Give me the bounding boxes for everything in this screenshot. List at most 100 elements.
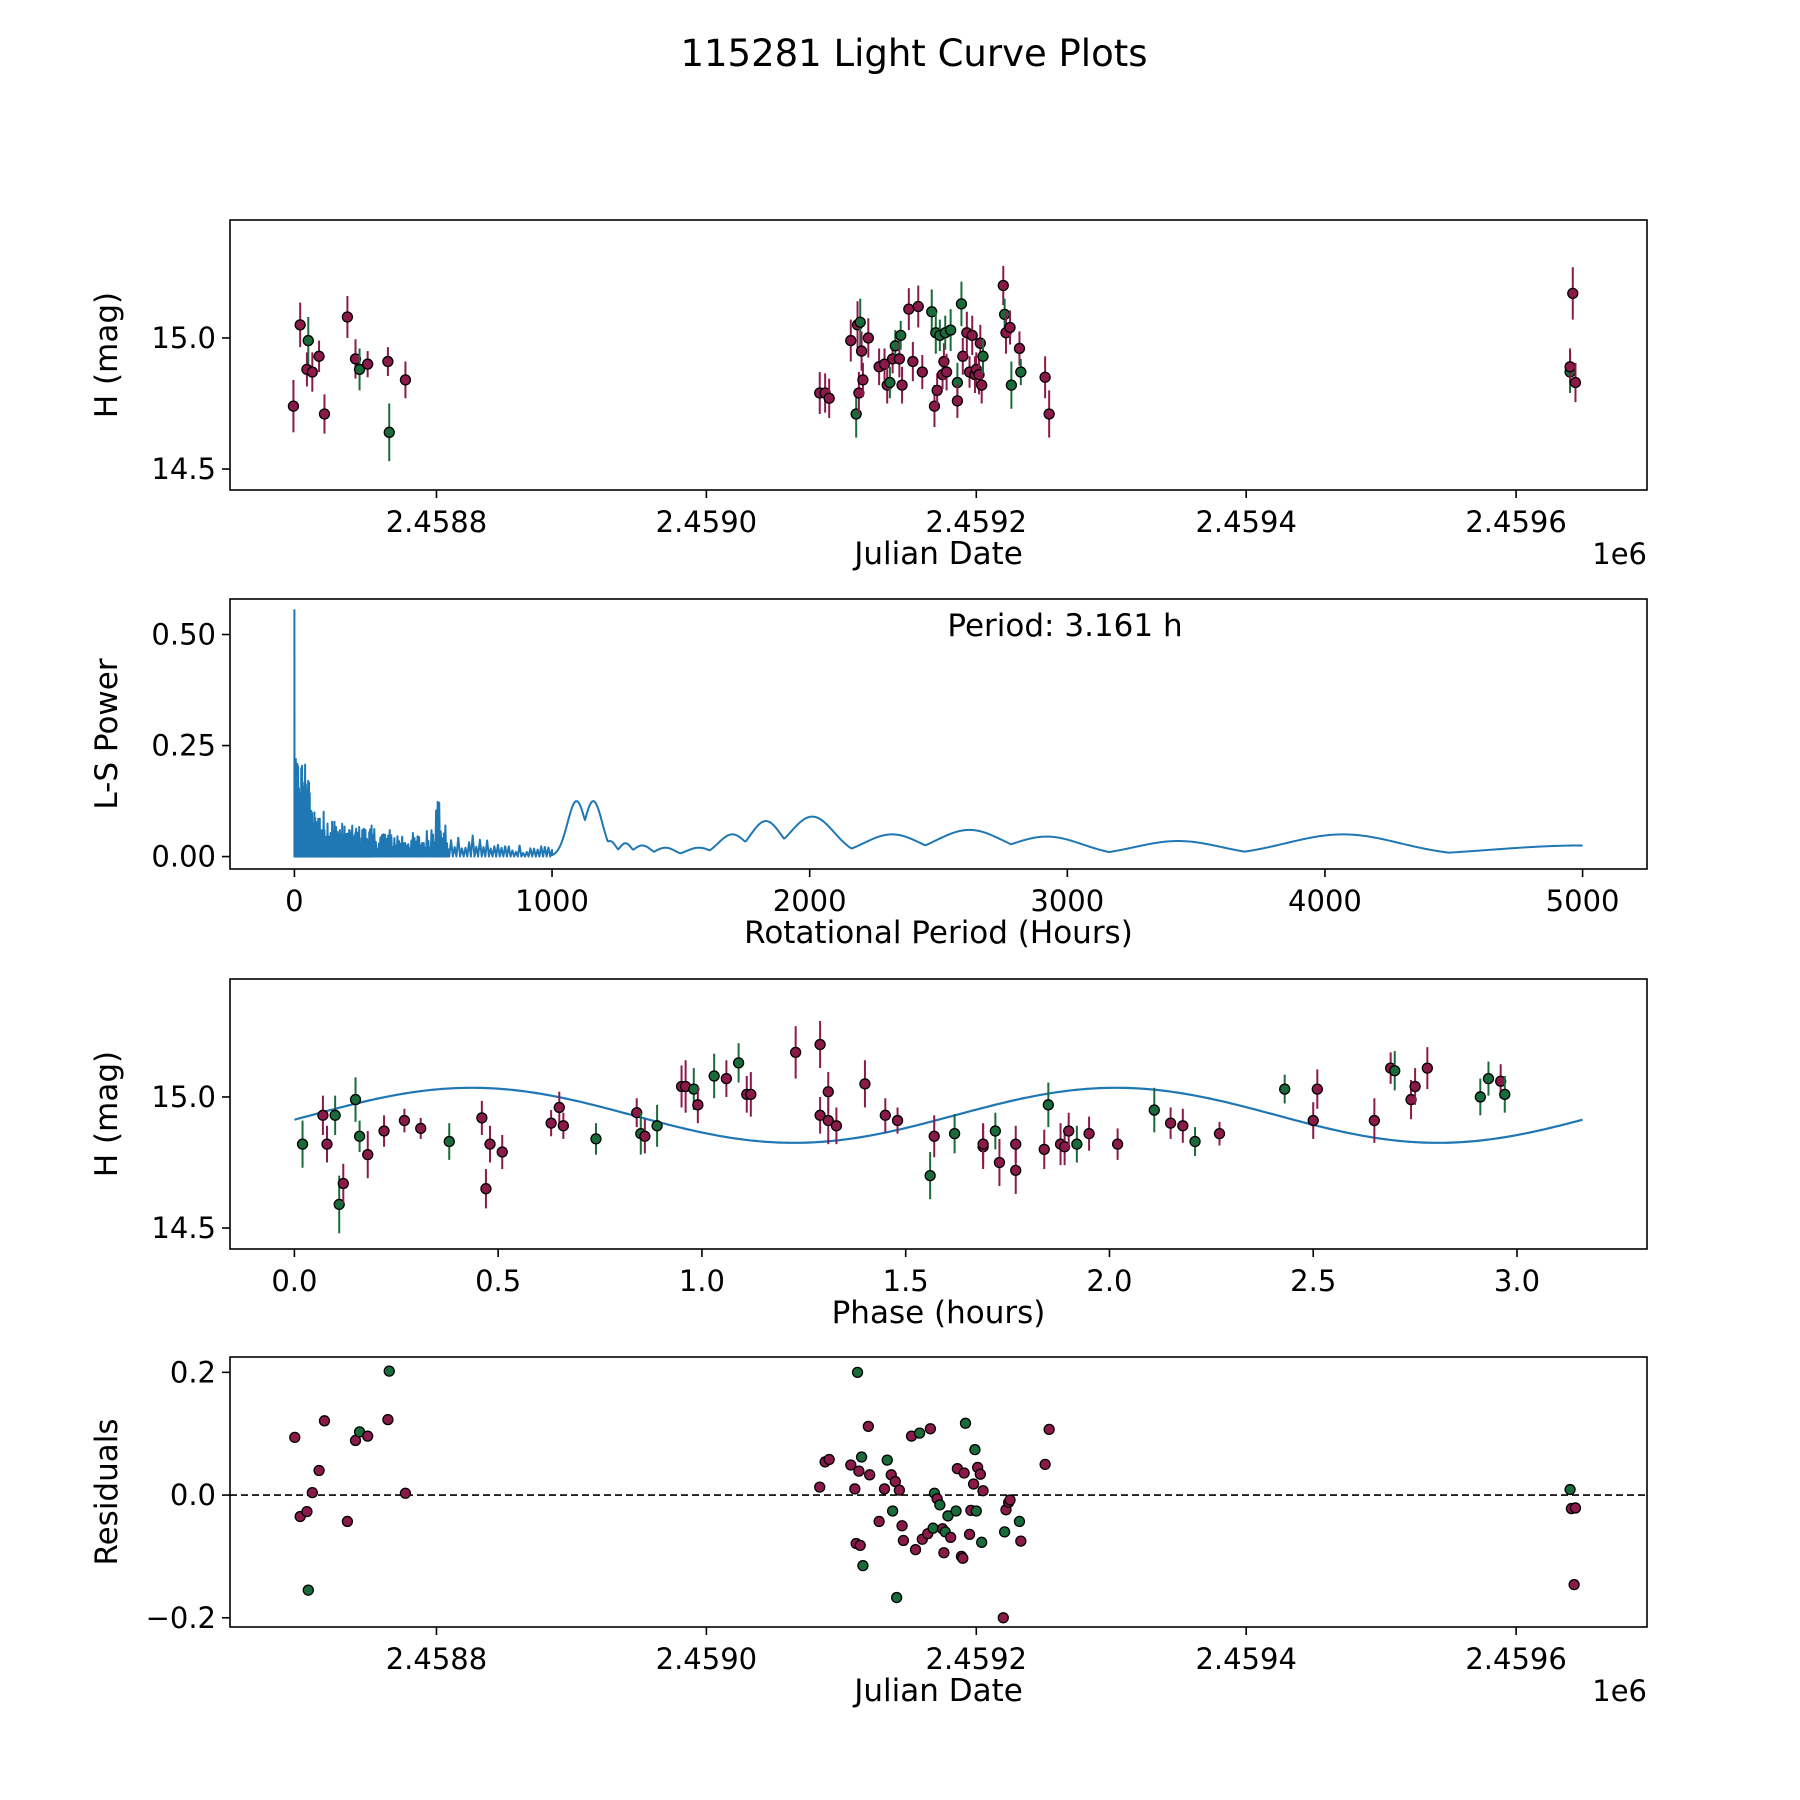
data-point — [353, 1130, 366, 1142]
data-point — [857, 374, 869, 386]
data-point — [480, 1183, 492, 1195]
residual-point — [1013, 1515, 1026, 1528]
data-point — [862, 332, 874, 344]
x-tick-label: 2.4592 — [926, 505, 1027, 539]
data-point — [415, 1122, 427, 1135]
data-point — [1111, 1138, 1124, 1150]
data-point — [931, 384, 943, 397]
x-offset-label: 1e6 — [1592, 1674, 1647, 1708]
data-point — [891, 1114, 904, 1127]
data-point — [398, 1114, 411, 1127]
x-tick-label: 3000 — [1030, 884, 1104, 918]
x-axis-label: Phase (hours) — [832, 1295, 1046, 1331]
residual-point — [318, 1415, 331, 1427]
phase-curve-panel: 0.0 0.5 1.0 1.5 2.0 2.5 3.0 14.5 15.0 Phase (hour… — [89, 978, 1648, 1331]
x-tick-label: 2.4588 — [386, 1642, 487, 1676]
lc-frame — [229, 219, 1648, 491]
data-point — [651, 1120, 663, 1132]
data-point — [1499, 1088, 1511, 1100]
data-point — [692, 1099, 704, 1111]
data-point — [1015, 366, 1027, 378]
y-tick-label: 15.0 — [151, 321, 216, 355]
residual-point — [969, 1444, 981, 1456]
data-point — [1421, 1062, 1433, 1074]
residual-point — [927, 1522, 939, 1534]
residual-point — [383, 1365, 395, 1377]
data-point — [884, 376, 896, 389]
x-tick-label: 1.0 — [679, 1264, 725, 1298]
ph-plot-area — [294, 1020, 1583, 1234]
residual-point — [970, 1505, 982, 1517]
residual-point — [313, 1464, 325, 1477]
light-curve-panel: 2.4588 2.4590 2.4592 2.4594 2.4596 14.5 15.0 Ju… — [89, 219, 1648, 572]
data-point — [928, 1130, 940, 1142]
data-point — [1389, 1065, 1401, 1077]
data-point — [989, 1125, 1002, 1137]
data-point — [845, 334, 857, 347]
data-point — [859, 1078, 871, 1090]
y-tick-label: 14.5 — [151, 1211, 216, 1245]
data-point — [1083, 1128, 1095, 1140]
data-point — [382, 355, 394, 368]
residual-point — [878, 1483, 891, 1495]
data-point — [1164, 1117, 1177, 1129]
data-point — [903, 303, 915, 315]
y-tick-label: 0.00 — [151, 840, 216, 874]
residual-point — [974, 1468, 986, 1480]
data-point — [814, 1038, 826, 1051]
data-point — [893, 353, 906, 365]
data-point — [854, 316, 866, 328]
x-tick-label: 2.4592 — [926, 1642, 1027, 1676]
residual-point — [958, 1467, 970, 1479]
data-point — [302, 334, 314, 347]
data-point — [1311, 1083, 1323, 1095]
lc-plot-area — [287, 265, 1582, 462]
data-point — [318, 408, 331, 420]
data-point — [822, 1114, 834, 1127]
data-point — [907, 355, 919, 368]
y-axis-label: Residuals — [89, 1418, 125, 1565]
data-point — [1005, 379, 1018, 391]
data-point — [1213, 1128, 1226, 1140]
residual-point — [893, 1484, 906, 1496]
y-tick-label: 15.0 — [151, 1080, 216, 1114]
x-tick-label: 2.4590 — [656, 505, 757, 539]
data-point — [378, 1125, 390, 1137]
data-point — [353, 363, 366, 376]
data-point — [977, 1138, 989, 1150]
residual-point — [854, 1539, 866, 1552]
residual-point — [845, 1459, 857, 1471]
x-tick-label: 1.5 — [883, 1264, 929, 1298]
data-point — [1148, 1104, 1160, 1116]
x-tick-label: 2.4594 — [1195, 505, 1296, 539]
residual-point — [851, 1366, 864, 1378]
residual-point — [997, 1612, 1009, 1624]
residual-point — [976, 1536, 988, 1548]
x-axis-label: Julian Date — [852, 536, 1023, 572]
data-point — [940, 366, 953, 378]
y-axis-label: L-S Power — [89, 658, 125, 809]
data-point — [1482, 1072, 1495, 1085]
data-point — [306, 366, 318, 378]
data-point — [1038, 1143, 1050, 1156]
residual-point — [864, 1469, 876, 1481]
data-point — [333, 1198, 345, 1211]
x-tick-label: 5000 — [1546, 884, 1620, 918]
residual-point — [977, 1485, 989, 1497]
data-point — [1010, 1138, 1022, 1150]
figure-title: 115281 Light Curve Plots — [680, 32, 1147, 75]
residual-point — [857, 1559, 869, 1572]
data-point — [878, 358, 891, 370]
res-frame — [229, 1356, 1648, 1628]
x-axis-label: Julian Date — [852, 1673, 1023, 1709]
data-point — [639, 1130, 651, 1142]
x-tick-label: 0.5 — [475, 1264, 521, 1298]
residual-point — [873, 1515, 885, 1528]
x-tick-label: 0.0 — [271, 1264, 317, 1298]
residual-point — [849, 1483, 861, 1495]
residual-point — [886, 1505, 899, 1517]
data-point — [557, 1120, 570, 1132]
x-tick-label: 2.4588 — [386, 505, 487, 539]
data-point — [993, 1156, 1006, 1169]
